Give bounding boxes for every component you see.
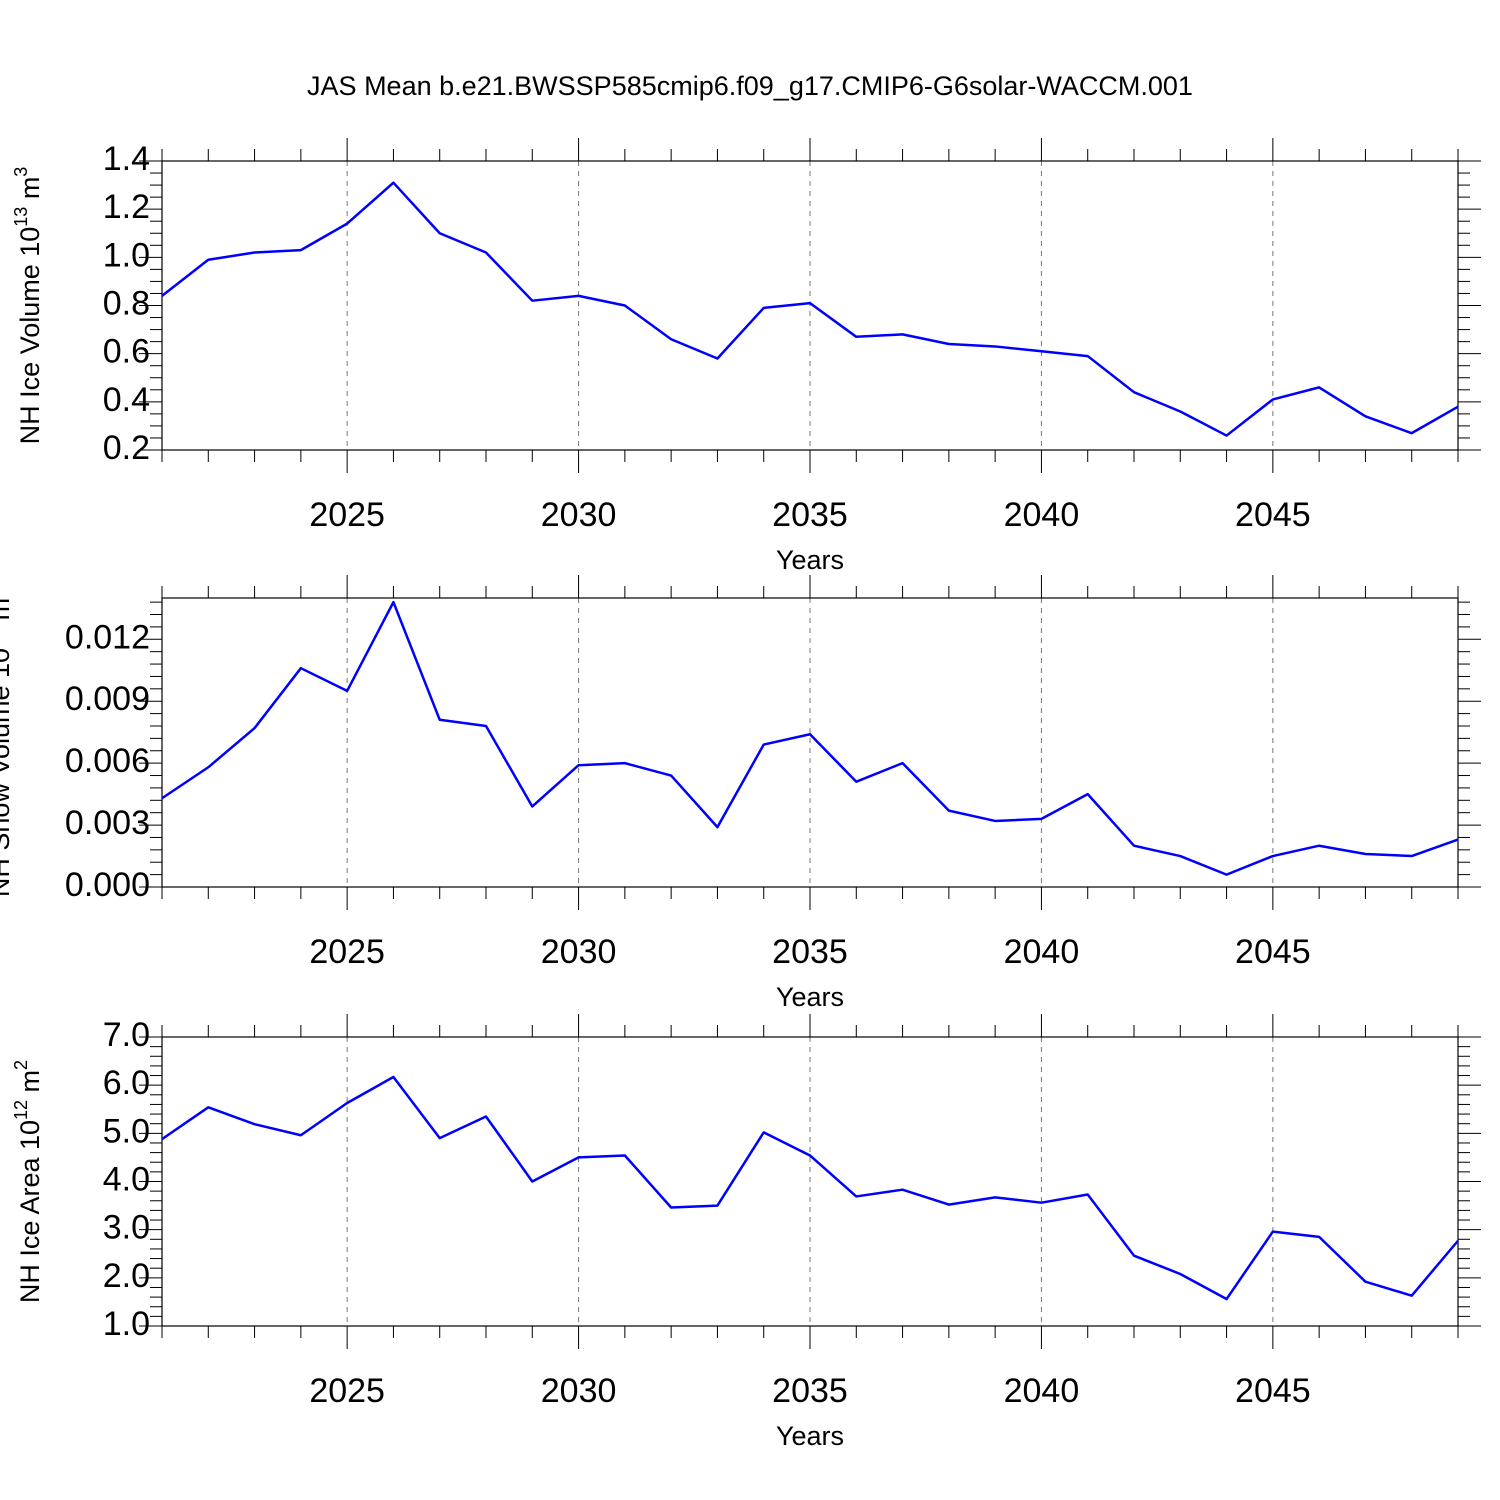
x-tick-label: 2040 xyxy=(1004,1372,1080,1410)
y-tick-label: 1.2 xyxy=(103,188,150,226)
y-tick-label: 0.8 xyxy=(103,284,150,322)
x-axis-label: Years xyxy=(776,545,844,575)
x-tick-label: 2045 xyxy=(1235,496,1311,534)
x-tick-label: 2040 xyxy=(1004,496,1080,534)
y-axis-label-superscript: 12 xyxy=(11,1100,31,1120)
x-tick-label: 2030 xyxy=(541,933,617,971)
y-tick-label: 2.0 xyxy=(103,1257,150,1295)
y-axis-label-part: NH Ice Area 10 xyxy=(15,1120,45,1303)
y-tick-label: 0.4 xyxy=(103,381,150,419)
y-axis-label-superscript: 3 xyxy=(11,167,31,177)
data-line xyxy=(161,181,1459,437)
y-axis-label-superscript: 2 xyxy=(11,1060,31,1070)
y-axis-label-superscript: 13 xyxy=(11,207,31,227)
x-tick-label: 2045 xyxy=(1235,933,1311,971)
plot-frame xyxy=(161,597,1459,888)
plot-frame xyxy=(161,1036,1459,1327)
y-tick-label: 1.0 xyxy=(103,236,150,274)
y-axis-label: NH Ice Volume 1013 m3 xyxy=(11,167,45,445)
x-tick-label: 2035 xyxy=(772,933,848,971)
y-axis-label-superscript: 3 xyxy=(0,588,1,598)
x-tick-label: 2040 xyxy=(1004,933,1080,971)
y-tick-label: 0.6 xyxy=(103,333,150,371)
y-tick-label: 7.0 xyxy=(103,1016,150,1054)
y-axis-label: NH Snow Volume 1013 m3 xyxy=(0,588,15,897)
y-tick-label: 0.006 xyxy=(65,742,150,780)
y-tick-label: 0.012 xyxy=(65,618,150,656)
x-tick-label: 2025 xyxy=(309,933,385,971)
y-tick-label: 4.0 xyxy=(103,1160,150,1198)
y-tick-label: 1.0 xyxy=(103,1305,150,1343)
y-axis-label-part: m xyxy=(15,177,45,207)
y-axis-label-part: NH Ice Volume 10 xyxy=(15,227,45,445)
data-line xyxy=(161,600,1459,876)
figure-title: JAS Mean b.e21.BWSSP585cmip6.f09_g17.CMI… xyxy=(307,71,1193,101)
x-tick-label: 2030 xyxy=(541,496,617,534)
y-axis-label-part: m xyxy=(15,1070,45,1100)
x-tick-label: 2035 xyxy=(772,496,848,534)
x-tick-label: 2035 xyxy=(772,1372,848,1410)
x-tick-label: 2045 xyxy=(1235,1372,1311,1410)
y-tick-label: 5.0 xyxy=(103,1112,150,1150)
x-tick-label: 2025 xyxy=(309,496,385,534)
y-axis-label: NH Ice Area 1012 m2 xyxy=(11,1060,45,1303)
y-tick-label: 1.4 xyxy=(103,140,150,178)
y-tick-label: 0.003 xyxy=(65,804,150,842)
x-axis-label: Years xyxy=(776,1421,844,1451)
data-line xyxy=(161,1075,1459,1301)
x-tick-label: 2030 xyxy=(541,1372,617,1410)
y-axis-label-part: m xyxy=(0,598,15,628)
y-tick-label: 0.009 xyxy=(65,680,150,718)
plot-frame xyxy=(161,160,1459,451)
y-tick-label: 0.000 xyxy=(65,866,150,904)
x-tick-label: 2025 xyxy=(309,1372,385,1410)
x-axis-label: Years xyxy=(776,982,844,1012)
y-tick-label: 0.2 xyxy=(103,429,150,467)
y-axis-label-superscript: 13 xyxy=(0,628,1,648)
y-axis-label-part: NH Snow Volume 10 xyxy=(0,648,15,897)
y-tick-label: 6.0 xyxy=(103,1064,150,1102)
y-tick-label: 3.0 xyxy=(103,1209,150,1247)
